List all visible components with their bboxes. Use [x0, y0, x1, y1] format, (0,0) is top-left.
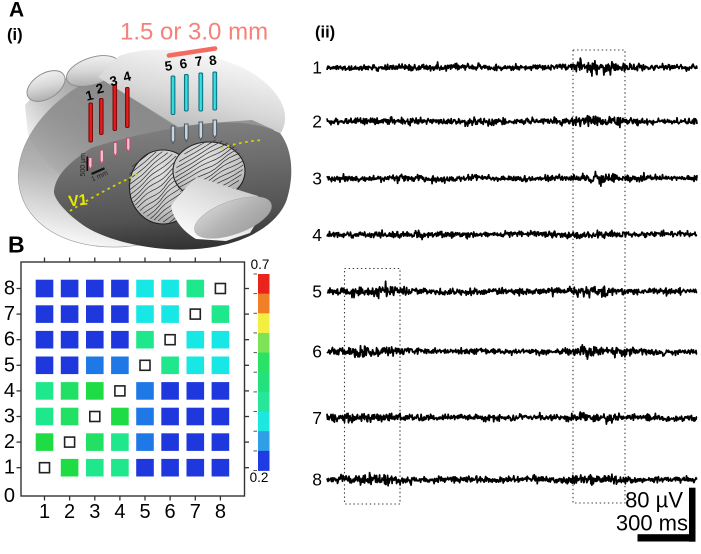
svg-text:8: 8 — [4, 278, 15, 300]
svg-text:500 µm: 500 µm — [80, 153, 87, 177]
svg-text:B: B — [8, 232, 25, 258]
svg-text:4: 4 — [312, 225, 322, 245]
svg-text:0.2: 0.2 — [250, 470, 269, 485]
svg-text:8: 8 — [215, 501, 226, 523]
svg-text:8: 8 — [208, 52, 218, 68]
svg-text:80 µV: 80 µV — [625, 488, 683, 513]
svg-text:2: 2 — [4, 431, 15, 453]
svg-text:(i): (i) — [7, 26, 23, 44]
svg-text:1.5 or 3.0 mm: 1.5 or 3.0 mm — [120, 19, 268, 46]
svg-text:4: 4 — [122, 68, 133, 84]
svg-text:7: 7 — [312, 408, 322, 428]
svg-text:V1: V1 — [68, 192, 89, 211]
svg-text:1: 1 — [4, 457, 15, 479]
svg-text:6: 6 — [312, 342, 322, 362]
svg-text:5: 5 — [139, 501, 150, 523]
svg-text:3: 3 — [108, 73, 119, 89]
svg-text:2: 2 — [94, 80, 105, 96]
svg-text:3: 3 — [89, 501, 100, 523]
svg-text:300 ms: 300 ms — [616, 511, 688, 536]
svg-text:A: A — [9, 0, 24, 22]
svg-text:2: 2 — [312, 112, 322, 132]
svg-text:0: 0 — [4, 485, 15, 507]
svg-text:7: 7 — [190, 501, 201, 523]
svg-text:3: 3 — [312, 169, 322, 189]
svg-text:1: 1 — [312, 58, 322, 78]
svg-text:5: 5 — [4, 354, 15, 376]
svg-text:6: 6 — [4, 329, 15, 351]
svg-text:5: 5 — [164, 58, 174, 74]
svg-text:0.7: 0.7 — [251, 257, 270, 272]
svg-text:5: 5 — [312, 282, 322, 302]
svg-text:4: 4 — [114, 501, 125, 523]
svg-text:3: 3 — [4, 406, 15, 428]
svg-text:6: 6 — [179, 56, 189, 72]
svg-text:1: 1 — [84, 87, 95, 103]
svg-text:7: 7 — [4, 303, 15, 325]
svg-text:(ii): (ii) — [315, 24, 335, 42]
svg-text:7: 7 — [194, 53, 204, 69]
svg-text:4: 4 — [4, 380, 15, 402]
svg-text:6: 6 — [165, 501, 176, 523]
svg-text:1: 1 — [39, 501, 50, 523]
svg-text:8: 8 — [312, 470, 322, 490]
svg-text:2: 2 — [64, 501, 75, 523]
